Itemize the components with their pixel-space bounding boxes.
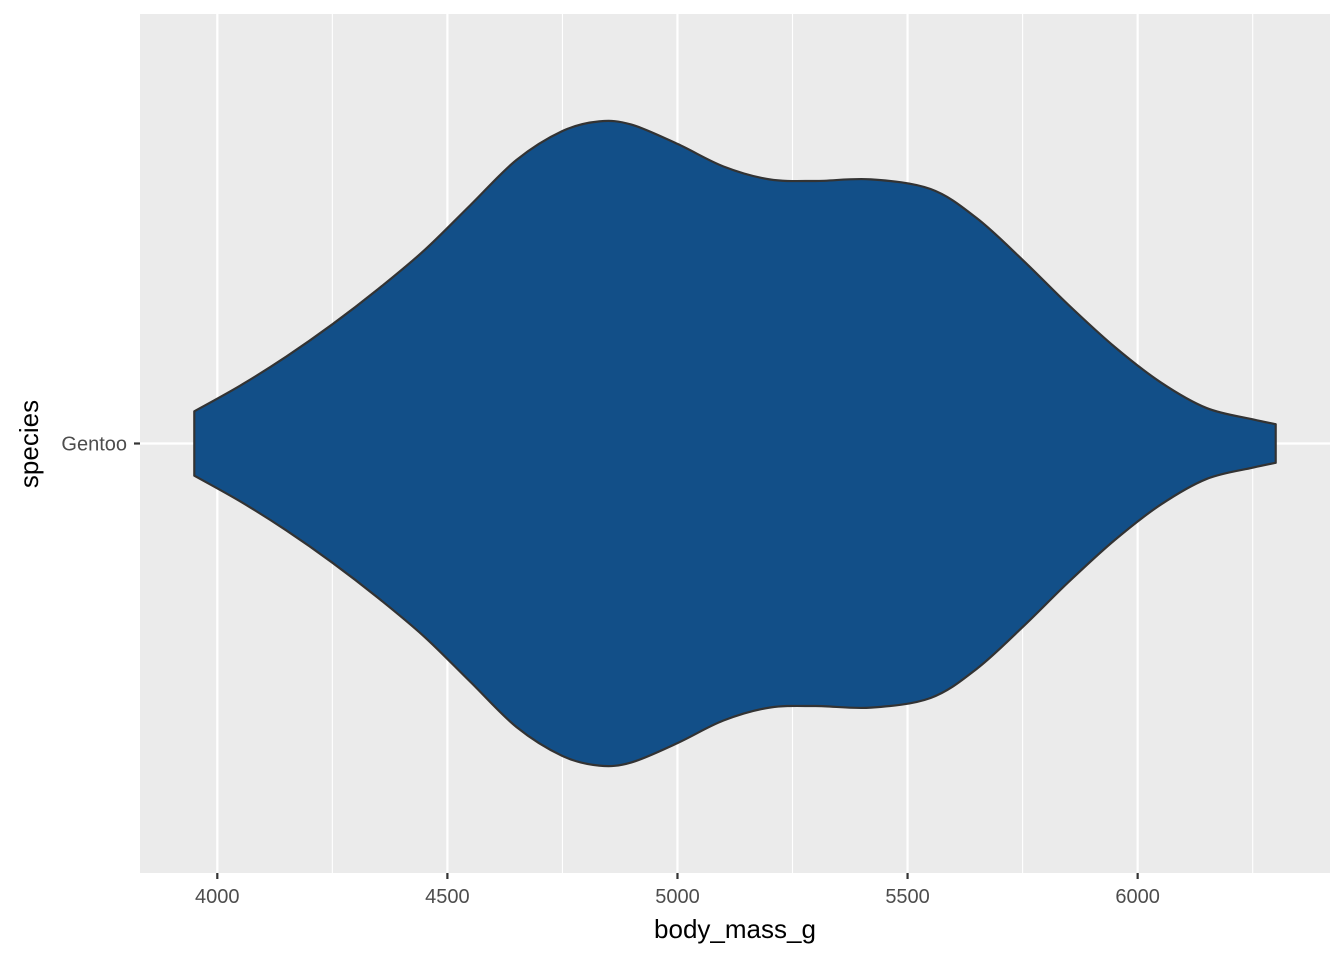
violin-gentoo — [193, 119, 1277, 768]
violin-layer — [193, 119, 1277, 768]
x-tick-label: 5500 — [885, 886, 930, 908]
x-axis: 4000 4500 5000 5500 6000 — [195, 873, 1160, 908]
x-tick-label: 6000 — [1115, 886, 1160, 908]
x-axis-title: body_mass_g — [654, 914, 816, 944]
y-tick-label: Gentoo — [61, 434, 127, 456]
y-axis: Gentoo — [61, 434, 140, 456]
x-tick-label: 5000 — [655, 886, 700, 908]
x-tick-label: 4500 — [425, 886, 470, 908]
y-axis-title: species — [14, 400, 44, 488]
x-tick-label: 4000 — [195, 886, 240, 908]
